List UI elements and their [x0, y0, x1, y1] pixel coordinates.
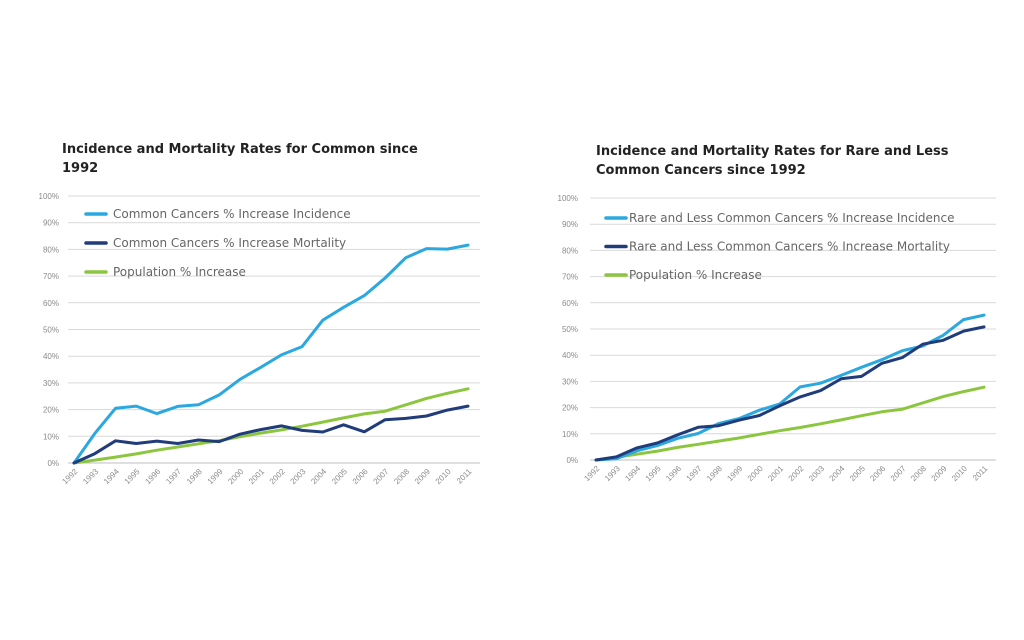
y-tick-label: 70% — [43, 272, 59, 281]
x-tick-label: 1992 — [582, 464, 601, 483]
y-tick-label: 40% — [43, 352, 59, 361]
y-tick-label: 50% — [562, 325, 578, 334]
series-line — [72, 404, 470, 465]
y-tick-label: 0% — [566, 456, 578, 465]
x-tick-label: 1998 — [705, 464, 724, 483]
x-tick-label: 1993 — [603, 464, 622, 483]
y-tick-label: 80% — [43, 245, 59, 254]
legend-label: Common Cancers % Increase Mortality — [113, 236, 346, 250]
x-tick-label: 2011 — [971, 464, 990, 483]
x-tick-label: 1994 — [623, 464, 642, 483]
x-tick-label: 2000 — [746, 464, 765, 483]
legend-label: Rare and Less Common Cancers % Increase … — [629, 211, 955, 225]
y-tick-label: 20% — [43, 406, 59, 415]
y-tick-label: 0% — [47, 459, 59, 468]
y-tick-label: 70% — [562, 273, 578, 282]
x-tick-label: 2005 — [848, 464, 867, 483]
y-tick-label: 100% — [39, 192, 59, 201]
series-line — [72, 387, 470, 465]
y-tick-label: 80% — [562, 246, 578, 255]
y-tick-label: 90% — [43, 219, 59, 228]
x-tick-label: 2001 — [766, 464, 785, 483]
series-line — [72, 243, 470, 465]
x-tick-label: 1996 — [664, 464, 683, 483]
left-chart: Incidence and Mortality Rates for Common… — [39, 140, 480, 486]
x-tick-label: 2006 — [868, 464, 887, 483]
y-tick-label: 50% — [43, 326, 59, 335]
x-tick-label: 2004 — [828, 464, 847, 483]
y-tick-label: 60% — [43, 299, 59, 308]
x-tick-label: 2002 — [787, 464, 806, 483]
chart-title: Incidence and Mortality Rates for Rare a… — [596, 142, 996, 180]
chart-title-line: Incidence and Mortality Rates for Common… — [62, 142, 418, 157]
y-tick-label: 90% — [562, 220, 578, 229]
y-tick-label: 60% — [562, 299, 578, 308]
x-tick-label: 1997 — [685, 464, 704, 483]
series-line — [594, 325, 986, 462]
x-tick-label: 2010 — [950, 464, 969, 483]
series-line — [594, 313, 986, 462]
y-tick-label: 30% — [43, 379, 59, 388]
x-tick-label: 2007 — [889, 464, 908, 483]
y-tick-label: 10% — [43, 432, 59, 441]
chart-title-line: Incidence and Mortality Rates for Rare a… — [596, 144, 949, 159]
x-tick-label: 2009 — [930, 464, 949, 483]
series-line — [594, 385, 986, 462]
chart-title: Incidence and Mortality Rates for Common… — [62, 140, 462, 178]
legend-label: Population % Increase — [629, 268, 762, 282]
x-tick-label: 1999 — [725, 464, 744, 483]
legend-label: Common Cancers % Increase Incidence — [113, 207, 351, 221]
y-tick-label: 10% — [562, 430, 578, 439]
y-tick-label: 100% — [558, 194, 578, 203]
chart-title-line: Common Cancers since 1992 — [596, 163, 806, 178]
chart-title-line: 1992 — [62, 161, 99, 176]
x-tick-label: 2008 — [909, 464, 928, 483]
legend-label: Population % Increase — [113, 265, 246, 279]
line-chart-svg: 0%10%20%30%40%50%60%70%80%90%100%1992 199… — [39, 192, 480, 486]
y-tick-label: 20% — [562, 404, 578, 413]
x-tick-label: 2003 — [807, 464, 826, 483]
x-tick-label: 1995 — [644, 464, 663, 483]
y-tick-label: 40% — [562, 351, 578, 360]
y-tick-label: 30% — [562, 377, 578, 386]
legend-label: Rare and Less Common Cancers % Increase … — [629, 240, 950, 254]
